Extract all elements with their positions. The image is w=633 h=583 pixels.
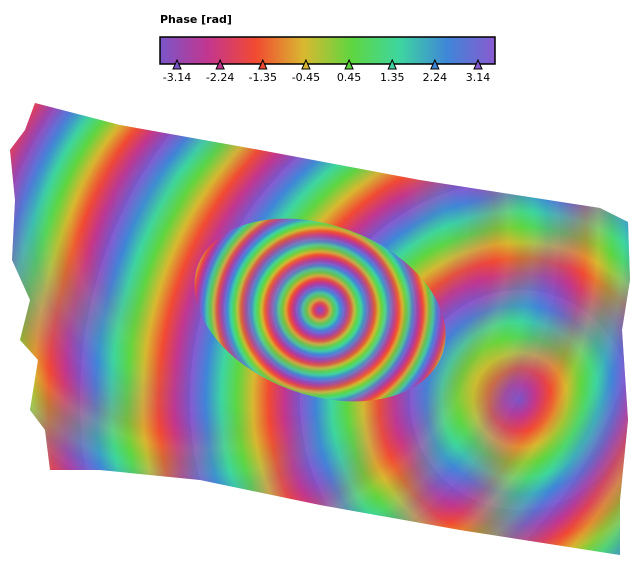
tick-label: -2.24 [206, 71, 234, 84]
interferogram-view: Phase [rad] -3.14 -2.24 -1.35 -0.45 0.45 1.35… [0, 0, 633, 583]
tick-label: -1.35 [249, 71, 277, 84]
tick-label: -3.14 [163, 71, 191, 84]
colorbar-title: Phase [rad] [160, 13, 232, 26]
colorbar [160, 37, 495, 64]
tick-label: 3.14 [466, 71, 491, 84]
tick-label: 2.24 [423, 71, 448, 84]
page: Phase [rad] -3.14 -2.24 -1.35 -0.45 0.45 1.35… [0, 0, 633, 583]
tick-label: -0.45 [292, 71, 320, 84]
tick-label: 0.45 [337, 71, 362, 84]
tick-label: 1.35 [380, 71, 405, 84]
interferogram [0, 90, 633, 570]
